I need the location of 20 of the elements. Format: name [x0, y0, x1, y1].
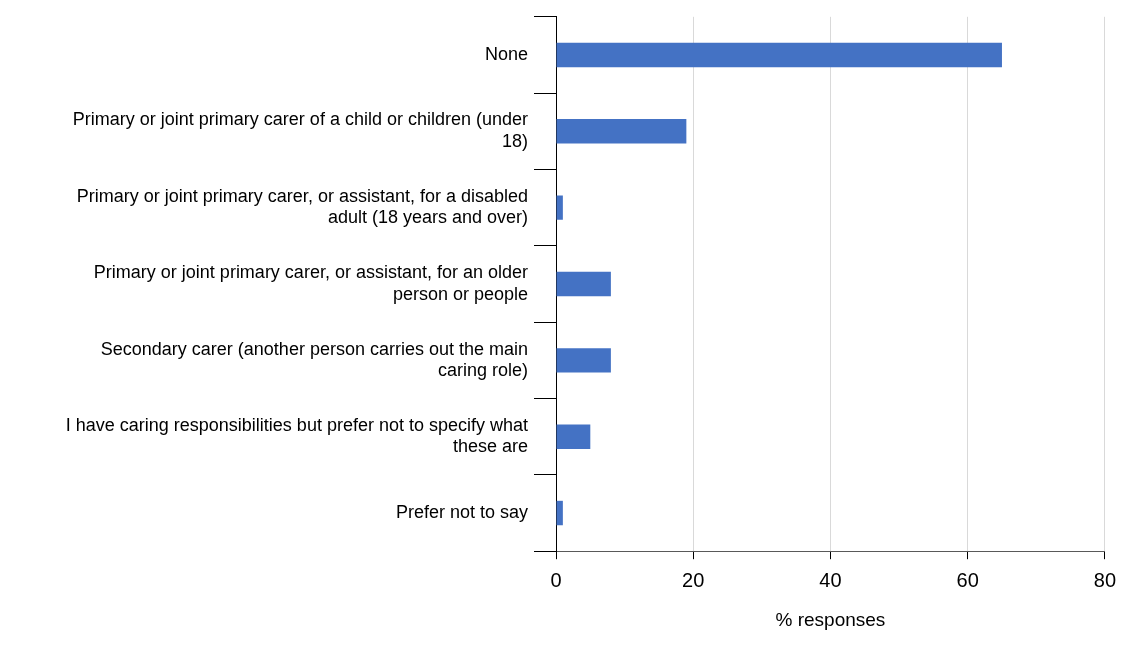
bar	[556, 119, 687, 144]
x-axis-title: % responses	[775, 608, 886, 630]
y-tick-label: Prefer not to say	[395, 502, 528, 522]
bar	[556, 195, 563, 220]
bar	[556, 42, 1002, 68]
y-tick-label: None	[484, 43, 528, 64]
y-tick-label: I have caring responsibilities but prefer not to specify what these are	[65, 414, 528, 457]
x-tick-label: 0	[550, 568, 562, 591]
bar	[556, 424, 591, 449]
bar	[556, 271, 611, 297]
x-tick-label: 80	[1093, 568, 1116, 591]
y-tick-label: Primary or joint primary carer of a child or children (under 18)	[72, 109, 528, 152]
x-tick-label: 60	[956, 568, 979, 591]
x-tick-label: 20	[682, 568, 705, 591]
y-tick-label: Secondary carer (another person carries out the main caring role)	[100, 338, 528, 381]
x-tick-label: 40	[819, 568, 842, 591]
bar	[556, 500, 563, 526]
y-tick-label: Primary or joint primary carer, or assistant, for an older person or people	[93, 262, 528, 304]
y-tick-label: Primary or joint primary carer, or assistant, for a disabled adult (18 years and over)	[76, 185, 528, 228]
bar	[556, 348, 611, 373]
